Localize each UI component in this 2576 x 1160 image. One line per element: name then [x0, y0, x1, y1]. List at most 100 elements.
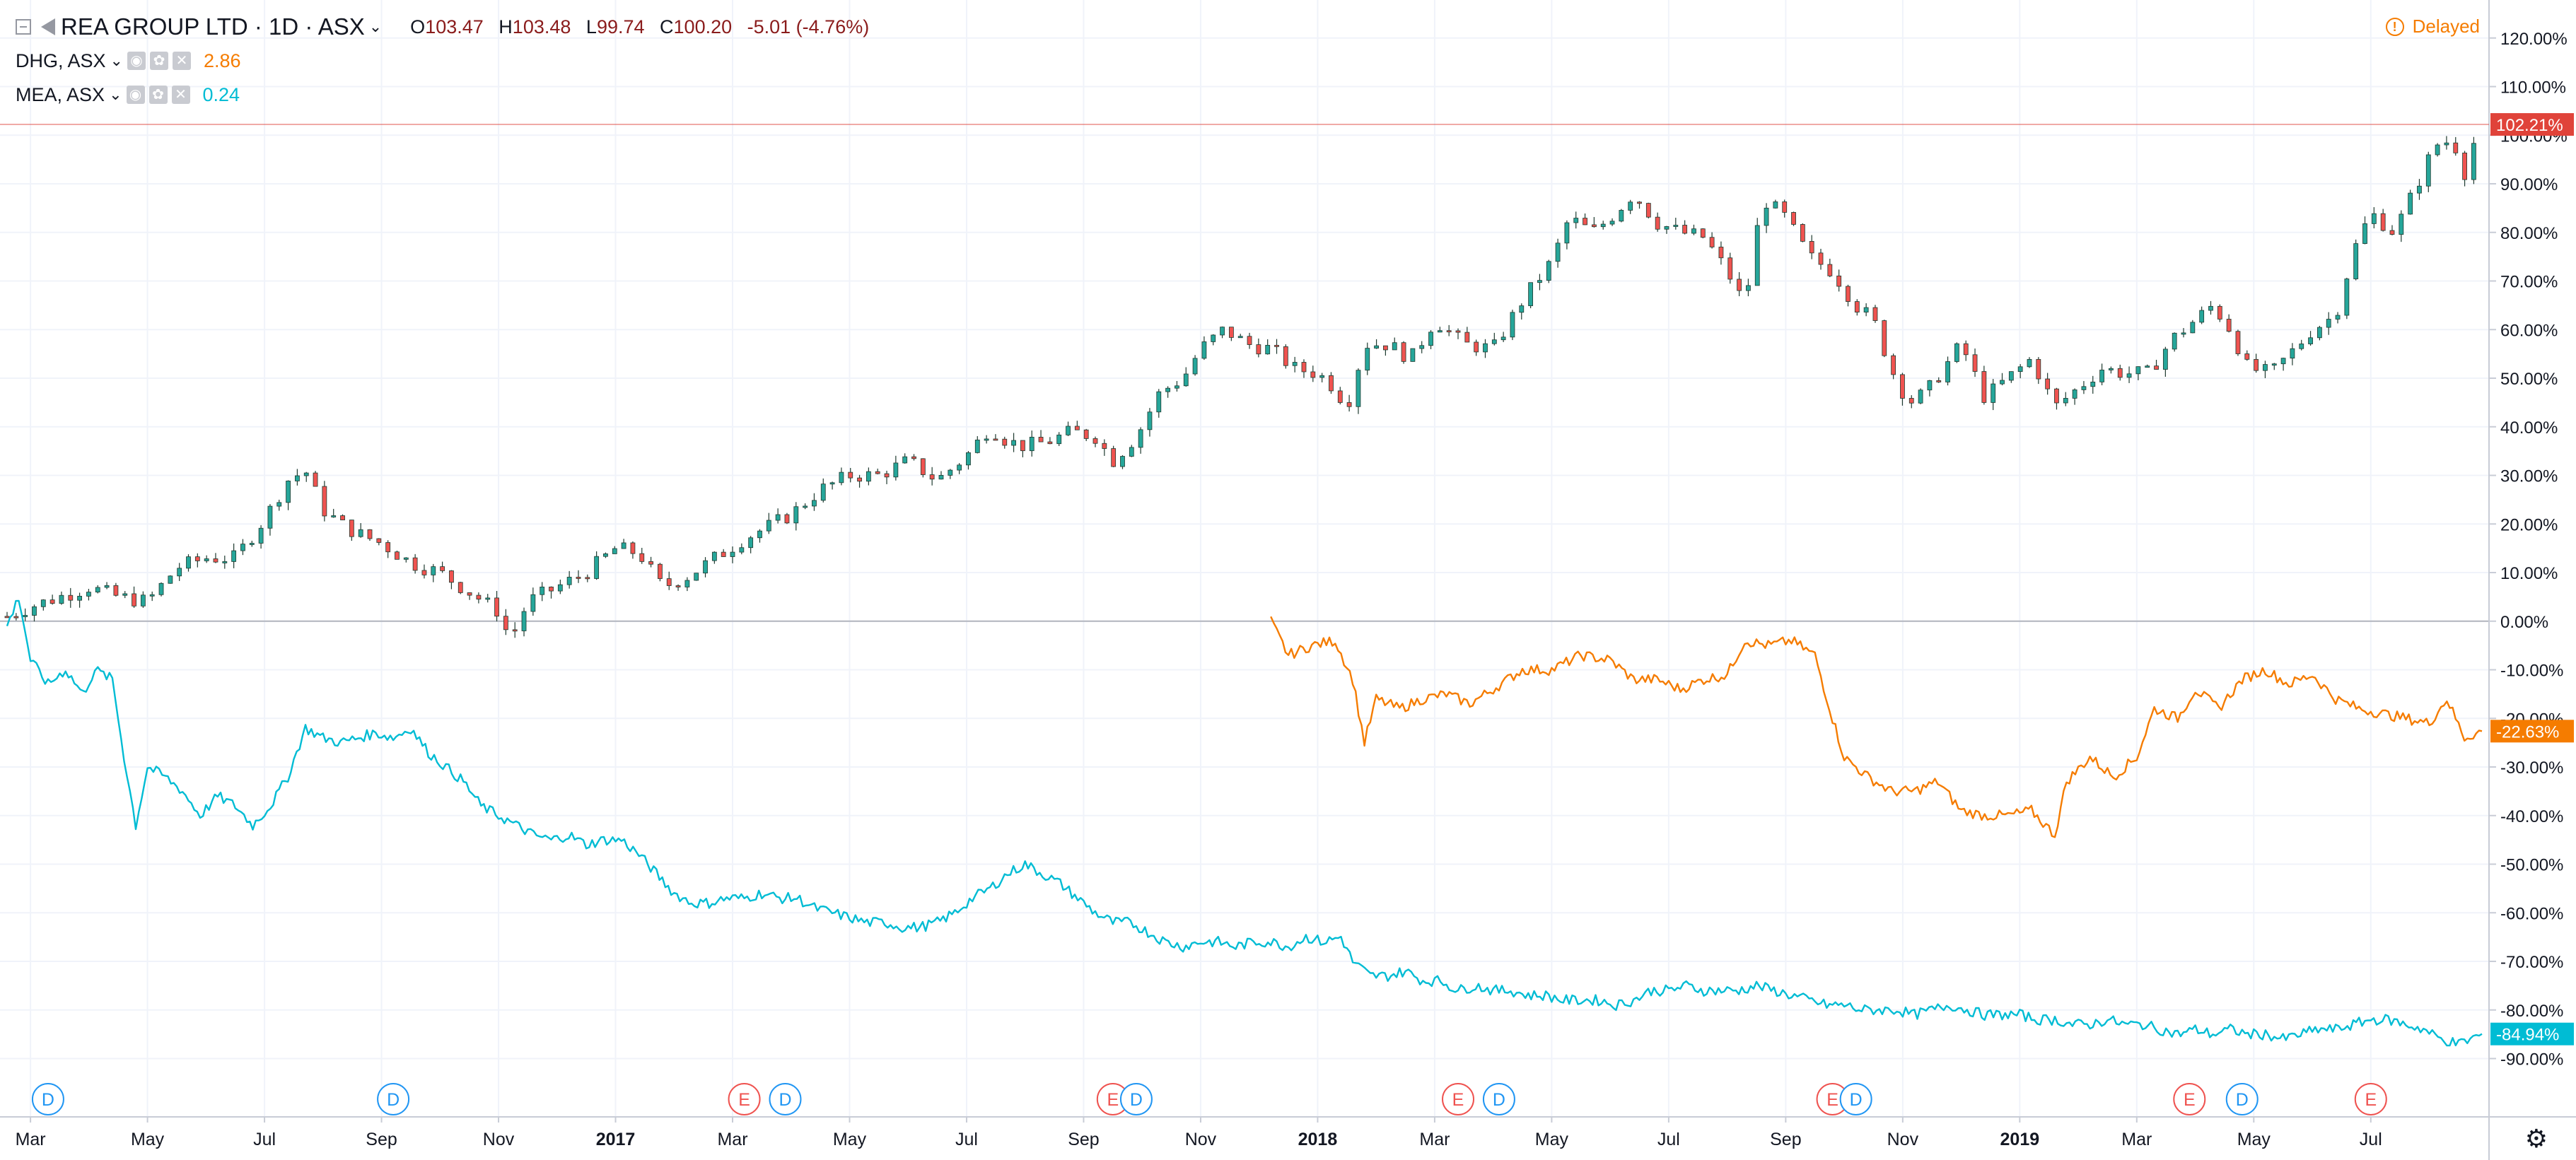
candle-body: [2054, 388, 2059, 404]
candle-body: [2226, 319, 2232, 332]
low-value: 99.74: [596, 16, 645, 37]
dividend-marker[interactable]: D: [31, 1083, 64, 1115]
candle-body: [2344, 279, 2350, 316]
collapse-legend-icon[interactable]: [16, 19, 31, 35]
candle-body: [594, 556, 600, 579]
earnings-marker[interactable]: E: [1816, 1083, 1849, 1115]
candle-body: [113, 585, 119, 596]
candle-body: [1437, 330, 1443, 333]
main-symbol[interactable]: REA GROUP LTD · 1D · ASX: [61, 13, 365, 40]
candle-body: [630, 542, 636, 554]
price-axis-label: 90.00%: [2500, 175, 2558, 194]
candle-body: [1029, 436, 1035, 452]
candle-body: [1329, 375, 1334, 392]
candle-body: [1301, 362, 1307, 373]
dividend-marker[interactable]: D: [377, 1083, 410, 1115]
event-marker-circle: [1482, 1083, 1515, 1115]
delayed-status[interactable]: ! Delayed: [2385, 16, 2480, 37]
candle-body: [295, 475, 300, 481]
candle-body: [286, 481, 291, 503]
candle-body: [1727, 257, 1733, 280]
candle-body: [2072, 389, 2077, 399]
dividend-marker[interactable]: D: [1482, 1083, 1515, 1115]
settings-small-icon[interactable]: ✿: [148, 86, 168, 104]
candle-body: [95, 587, 100, 593]
candle-body: [13, 616, 19, 619]
chevron-down-icon[interactable]: ⌄: [109, 86, 122, 103]
candle-body: [603, 553, 608, 557]
candle-body: [1183, 373, 1189, 387]
last-value-badge-label: -22.63%: [2496, 722, 2559, 742]
candle-body: [1310, 371, 1316, 378]
change-value: -5.01 (-4.76%): [747, 16, 870, 37]
candle-body: [875, 471, 880, 474]
candle-body: [303, 472, 309, 476]
visibility-icon[interactable]: ◉: [127, 52, 146, 70]
earnings-marker[interactable]: E: [1442, 1083, 1475, 1115]
event-marker-circle: [728, 1083, 761, 1115]
candle-body: [1092, 438, 1098, 444]
price-axis-label: 80.00%: [2500, 224, 2558, 243]
dividend-marker[interactable]: D: [1839, 1083, 1872, 1115]
candle-body: [40, 599, 46, 607]
candle-body: [2335, 315, 2341, 320]
candle-body: [549, 586, 554, 592]
compare-value-dhg: 2.86: [203, 50, 241, 71]
candle-body: [1645, 203, 1651, 218]
candle-body: [1546, 261, 1551, 281]
remove-icon[interactable]: ✕: [172, 52, 191, 70]
flag-icon[interactable]: [41, 18, 55, 35]
candle-body: [1274, 344, 1279, 347]
dividend-marker[interactable]: D: [1119, 1083, 1153, 1115]
candle-body: [1346, 402, 1352, 407]
candle-body: [2362, 223, 2367, 244]
compare-symbol-mea[interactable]: MEA, ASX: [16, 84, 105, 105]
high-label: H: [499, 16, 513, 37]
candle-body: [1156, 391, 1162, 413]
candle-body: [2090, 381, 2096, 387]
chevron-down-icon[interactable]: ⌄: [110, 52, 123, 69]
open-value: 103.47: [425, 16, 484, 37]
earnings-marker[interactable]: E: [1096, 1083, 1129, 1115]
candle-body: [576, 577, 581, 579]
candle-body: [993, 438, 998, 441]
candle-body: [340, 515, 345, 520]
candle-body: [1628, 201, 1633, 211]
earnings-marker[interactable]: E: [2354, 1083, 2387, 1115]
event-marker-label: E: [738, 1090, 750, 1110]
remove-icon[interactable]: ✕: [171, 86, 190, 104]
candle-body: [2280, 358, 2286, 365]
dividend-marker[interactable]: D: [2225, 1083, 2259, 1115]
candle-body: [1637, 201, 1642, 204]
candle-body: [2254, 358, 2259, 371]
candle-body: [1066, 426, 1071, 435]
candle-body: [1981, 371, 1987, 403]
settings-small-icon[interactable]: ✿: [149, 52, 168, 70]
price-axis-label: -40.00%: [2500, 807, 2563, 826]
gear-icon[interactable]: ⚙: [2524, 1124, 2548, 1153]
dividend-marker[interactable]: D: [769, 1083, 802, 1115]
event-marker-label: D: [779, 1090, 791, 1110]
earnings-marker[interactable]: E: [2173, 1083, 2206, 1115]
candle-body: [884, 473, 890, 478]
compare-value-mea: 0.24: [202, 84, 240, 105]
candle-body: [86, 592, 91, 597]
compare-symbol-dhg[interactable]: DHG, ASX: [16, 50, 106, 71]
candle-body: [59, 594, 64, 604]
candle-body: [1464, 332, 1470, 343]
candle-body: [938, 474, 944, 480]
candle-body: [1528, 282, 1534, 306]
chevron-down-icon[interactable]: ⌄: [368, 18, 383, 35]
candle-body: [331, 515, 337, 517]
time-axis-label: Nov: [1887, 1130, 1919, 1149]
candle-body: [2326, 319, 2331, 328]
time-axis-label: 2019: [2000, 1130, 2040, 1149]
candle-body: [476, 594, 482, 600]
earnings-marker[interactable]: E: [728, 1083, 761, 1115]
visibility-icon[interactable]: ◉: [126, 86, 145, 104]
candle-body: [1365, 348, 1370, 371]
candle-body: [140, 594, 146, 607]
candle-body: [1292, 362, 1298, 366]
event-marker-circle: [377, 1083, 410, 1115]
